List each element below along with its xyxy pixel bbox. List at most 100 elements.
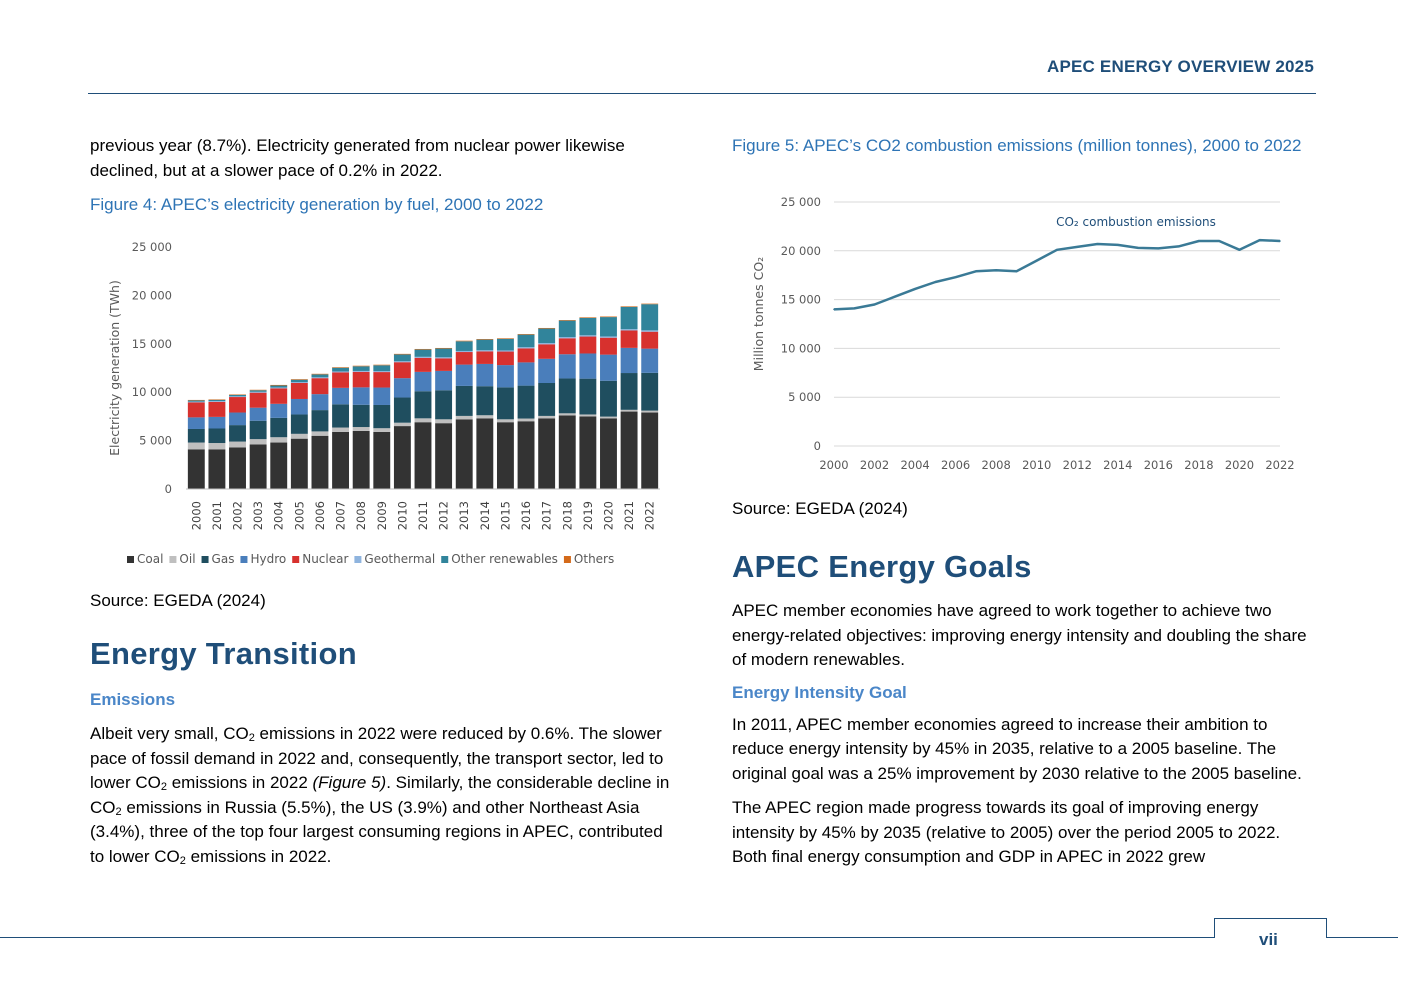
y-tick-label: 0: [814, 439, 821, 453]
x-tick-label: 2017: [540, 501, 554, 530]
bar-segment-oil: [641, 410, 659, 413]
bar-segment-oil: [270, 437, 288, 443]
bar-segment-coal: [600, 418, 617, 489]
bar-segment-hydro: [229, 412, 246, 426]
bar-segment-hydro: [393, 378, 411, 398]
bar-segment-other-renewables: [620, 306, 638, 330]
legend-swatch: [292, 556, 300, 563]
bar-segment-hydro: [455, 364, 473, 386]
bar-segment-others: [620, 306, 638, 307]
data-point: [1238, 249, 1241, 251]
bar-segment-other-renewables: [187, 400, 205, 402]
footer-tab-left: [1214, 918, 1215, 938]
bar-segment-oil: [249, 439, 267, 445]
bar-segment-geothermal: [517, 347, 535, 349]
bar-segment-geothermal: [270, 387, 288, 389]
data-point: [1076, 246, 1079, 248]
bar-segment-gas: [187, 428, 205, 443]
data-point: [1015, 270, 1018, 273]
bar-segment-geothermal: [332, 371, 350, 373]
bar-segment-hydro: [270, 403, 288, 418]
bar-segment-gas: [620, 373, 638, 410]
bar-segment-nuclear: [332, 372, 350, 388]
intensity-paragraph-2: The APEC region made progress towards it…: [732, 798, 1281, 866]
bar-segment-hydro: [352, 387, 370, 405]
bar-segment-gas: [208, 428, 226, 444]
data-point: [833, 308, 835, 311]
bar-segment-gas: [229, 425, 246, 442]
bar-segment-other-renewables: [270, 385, 288, 388]
x-tick-label: 2007: [334, 501, 348, 530]
bar-segment-others: [455, 340, 473, 342]
bar-segment-coal: [579, 416, 597, 489]
bar-segment-oil: [579, 414, 597, 417]
bar-segment-coal: [373, 431, 391, 489]
bar-segment-hydro: [208, 416, 226, 429]
legend-swatch: [169, 556, 177, 563]
bar-segment-coal: [414, 422, 432, 489]
bar-segment-gas: [538, 383, 556, 416]
bar-segment-others: [311, 373, 329, 375]
bar-segment-others: [538, 327, 556, 329]
bar-segment-hydro: [600, 354, 617, 381]
bar-segment-coal: [208, 449, 226, 489]
y-axis-label: Million tonnes CO₂: [751, 257, 766, 371]
bar-segment-coal: [332, 431, 350, 489]
bar-segment-nuclear: [455, 352, 473, 365]
bar-segment-nuclear: [476, 351, 494, 364]
x-tick-label: 2006: [313, 501, 327, 530]
x-tick-label: 2022: [1265, 458, 1294, 472]
bar-segment-nuclear: [600, 337, 617, 355]
bar-segment-coal: [476, 418, 494, 489]
bar-segment-others: [517, 334, 535, 335]
data-point: [853, 307, 856, 310]
y-tick-label: 10 000: [781, 341, 821, 355]
header-divider: [88, 93, 1316, 94]
data-point: [914, 288, 916, 290]
y-tick-label: 0: [165, 482, 172, 496]
bar-segment-gas: [373, 404, 391, 429]
bar-segment-coal: [558, 415, 576, 489]
bar-segment-other-renewables: [538, 328, 556, 344]
bar-segment-oil: [208, 443, 226, 450]
x-tick-label: 2020: [601, 501, 615, 530]
bar-segment-nuclear: [620, 330, 638, 348]
bar-segment-hydro: [620, 347, 638, 374]
bar-segment-geothermal: [373, 371, 391, 373]
x-tick-label: 2002: [231, 501, 245, 530]
figure5-source: Source: EGEDA (2024): [732, 499, 908, 518]
bar-segment-others: [270, 384, 288, 386]
bar-segment-hydro: [332, 387, 350, 405]
figure4-source: Source: EGEDA (2024): [90, 591, 266, 610]
bar-segment-gas: [641, 372, 659, 411]
figure4-caption: Figure 4: APEC’s electricity generation …: [90, 195, 544, 214]
bar-segment-other-renewables: [579, 317, 597, 336]
bar-segment-nuclear: [373, 372, 391, 388]
bar-segment-hydro: [538, 358, 556, 384]
data-point: [954, 276, 957, 278]
bar-segment-oil: [558, 413, 576, 416]
x-tick-label: 2005: [292, 501, 306, 530]
x-tick-label: 2019: [581, 501, 595, 530]
bar-segment-oil: [455, 415, 473, 420]
bar-segment-hydro: [579, 353, 597, 379]
bar-segment-nuclear: [517, 348, 535, 363]
bar-segment-geothermal: [414, 356, 432, 358]
left-lower: Source: EGEDA (2024) Energy Transition E…: [90, 591, 675, 869]
bar-segment-nuclear: [311, 378, 329, 395]
apec-energy-goals-heading: APEC Energy Goals: [732, 549, 1032, 584]
bar-segment-others: [414, 348, 432, 350]
x-tick-label: 2006: [941, 458, 970, 472]
y-tick-label: 5 000: [788, 390, 821, 404]
bar-segment-oil: [229, 441, 246, 448]
bar-segment-geothermal: [579, 335, 597, 337]
bar-segment-nuclear: [496, 351, 514, 366]
bar-segment-nuclear: [270, 388, 288, 404]
x-tick-label: 2012: [437, 501, 451, 530]
bar-segment-other-renewables: [558, 320, 576, 338]
bar-segment-geothermal: [435, 357, 453, 359]
bar-segment-hydro: [290, 398, 308, 415]
x-tick-label: 2014: [478, 501, 492, 530]
legend-label: Geothermal: [364, 552, 435, 566]
data-point: [1177, 245, 1180, 248]
